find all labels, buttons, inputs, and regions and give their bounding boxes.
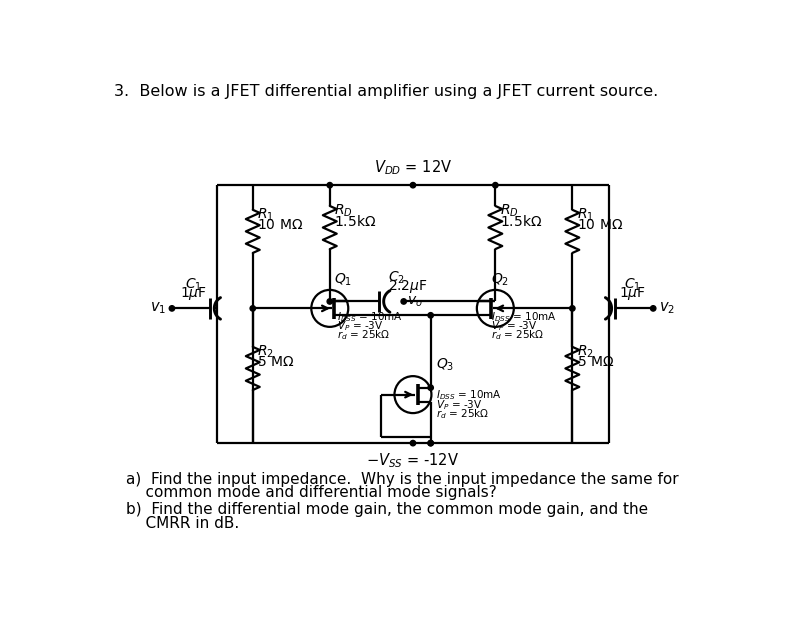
Text: $R_2$: $R_2$ xyxy=(577,343,594,360)
Text: $R_D$: $R_D$ xyxy=(500,202,518,219)
Text: $R_2$: $R_2$ xyxy=(258,343,275,360)
Text: $Q_1$: $Q_1$ xyxy=(334,272,353,288)
Circle shape xyxy=(169,306,175,311)
Circle shape xyxy=(428,313,433,318)
Circle shape xyxy=(428,385,433,391)
Text: $Q_3$: $Q_3$ xyxy=(436,356,454,373)
Circle shape xyxy=(401,299,407,304)
Text: $V_P$ = -3V: $V_P$ = -3V xyxy=(337,319,384,333)
Text: 3.  Below is a JFET differential amplifier using a JFET current source.: 3. Below is a JFET differential amplifie… xyxy=(114,83,658,99)
Text: $R_1$: $R_1$ xyxy=(577,206,594,222)
Circle shape xyxy=(250,306,255,311)
Circle shape xyxy=(411,441,415,446)
Circle shape xyxy=(570,306,575,311)
Text: $r_d$ = 25k$\Omega$: $r_d$ = 25k$\Omega$ xyxy=(337,329,390,342)
Text: 10 M$\Omega$: 10 M$\Omega$ xyxy=(258,218,303,232)
Text: $V_P$ = -3V: $V_P$ = -3V xyxy=(492,319,538,333)
Circle shape xyxy=(650,306,656,311)
Text: $v_1$: $v_1$ xyxy=(150,301,166,316)
Text: $r_d$ = 25k$\Omega$: $r_d$ = 25k$\Omega$ xyxy=(436,407,489,421)
Text: 10 M$\Omega$: 10 M$\Omega$ xyxy=(577,218,623,232)
Text: $v_o$: $v_o$ xyxy=(407,295,423,308)
Circle shape xyxy=(428,441,433,446)
Text: $Q_2$: $Q_2$ xyxy=(492,272,510,288)
Text: 1$\mu$F: 1$\mu$F xyxy=(619,285,646,302)
Text: $I_{DSS}$ = 10mA: $I_{DSS}$ = 10mA xyxy=(436,389,502,402)
Text: 1$\mu$F: 1$\mu$F xyxy=(180,285,207,302)
Text: common mode and differential mode signals?: common mode and differential mode signal… xyxy=(126,485,497,500)
Text: 1.5k$\Omega$: 1.5k$\Omega$ xyxy=(334,214,377,229)
Text: $C_1$: $C_1$ xyxy=(624,277,641,293)
Text: $V_{DD}$ = 12V: $V_{DD}$ = 12V xyxy=(374,159,452,178)
Circle shape xyxy=(327,183,332,188)
Circle shape xyxy=(327,299,332,304)
Text: 5 M$\Omega$: 5 M$\Omega$ xyxy=(258,355,295,369)
Text: $-V_{SS}$ = -12V: $-V_{SS}$ = -12V xyxy=(366,451,460,470)
Text: a)  Find the input impedance.  Why is the input impedance the same for: a) Find the input impedance. Why is the … xyxy=(126,471,679,487)
Circle shape xyxy=(428,441,433,446)
Text: 5 M$\Omega$: 5 M$\Omega$ xyxy=(577,355,614,369)
Text: $I_{DSS}$ = 10mA: $I_{DSS}$ = 10mA xyxy=(492,310,557,324)
Circle shape xyxy=(411,183,415,188)
Text: $C_1$: $C_1$ xyxy=(185,277,202,293)
Text: 1.5k$\Omega$: 1.5k$\Omega$ xyxy=(500,214,543,229)
Circle shape xyxy=(493,183,498,188)
Text: $r_d$ = 25k$\Omega$: $r_d$ = 25k$\Omega$ xyxy=(492,329,545,342)
Text: $C_2$: $C_2$ xyxy=(388,270,405,286)
Text: $R_1$: $R_1$ xyxy=(258,206,275,222)
Text: b)  Find the differential mode gain, the common mode gain, and the: b) Find the differential mode gain, the … xyxy=(126,502,648,518)
Text: $V_P$ = -3V: $V_P$ = -3V xyxy=(436,398,482,411)
Text: 2.2$\mu$F: 2.2$\mu$F xyxy=(388,278,427,295)
Text: CMRR in dB.: CMRR in dB. xyxy=(126,516,239,530)
Text: $I_{DSS}$ = 10mA: $I_{DSS}$ = 10mA xyxy=(337,310,403,324)
Text: $v_2$: $v_2$ xyxy=(659,301,675,316)
Text: $R_D$: $R_D$ xyxy=(334,202,353,219)
